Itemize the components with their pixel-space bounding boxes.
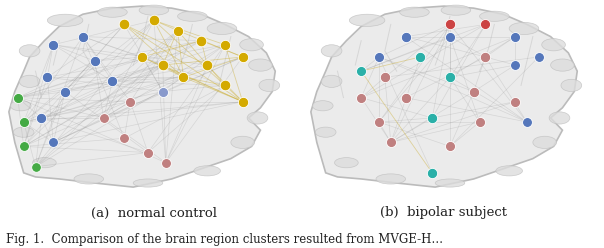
Point: [386, 140, 396, 144]
Point: [445, 144, 455, 148]
Point: [161, 161, 170, 165]
Point: [158, 90, 167, 93]
Point: [238, 55, 248, 59]
Text: Fig. 1.  Comparison of the brain region clusters resulted from MVGE-H…: Fig. 1. Comparison of the brain region c…: [6, 233, 443, 246]
Point: [220, 43, 230, 47]
Point: [126, 100, 135, 104]
Ellipse shape: [441, 5, 471, 15]
Ellipse shape: [231, 136, 254, 149]
Ellipse shape: [98, 7, 127, 17]
Point: [137, 55, 147, 59]
Point: [445, 75, 455, 79]
Point: [19, 144, 28, 148]
Polygon shape: [311, 6, 577, 187]
Ellipse shape: [496, 166, 522, 176]
Point: [380, 75, 390, 79]
Ellipse shape: [561, 79, 582, 92]
Point: [37, 116, 47, 120]
Ellipse shape: [480, 11, 509, 21]
Ellipse shape: [194, 166, 220, 176]
Ellipse shape: [349, 14, 385, 27]
Point: [120, 22, 129, 26]
Point: [220, 83, 230, 87]
Point: [475, 120, 484, 124]
Point: [428, 116, 437, 120]
Point: [469, 90, 478, 93]
Ellipse shape: [533, 136, 556, 149]
Ellipse shape: [542, 39, 565, 51]
Point: [481, 55, 490, 59]
Point: [374, 120, 384, 124]
Point: [158, 63, 167, 67]
Ellipse shape: [240, 39, 263, 51]
Point: [173, 29, 182, 32]
Point: [416, 55, 425, 59]
Point: [108, 79, 117, 83]
Point: [428, 171, 437, 175]
Point: [481, 22, 490, 26]
Ellipse shape: [312, 101, 333, 111]
Ellipse shape: [549, 112, 570, 124]
Ellipse shape: [19, 45, 40, 57]
Ellipse shape: [13, 127, 34, 137]
Point: [356, 96, 366, 100]
Point: [196, 39, 206, 43]
Ellipse shape: [376, 174, 406, 184]
Ellipse shape: [249, 59, 272, 71]
Ellipse shape: [74, 174, 104, 184]
Ellipse shape: [19, 75, 40, 88]
Point: [445, 22, 455, 26]
Ellipse shape: [400, 7, 429, 17]
Point: [179, 75, 188, 79]
Ellipse shape: [259, 79, 280, 92]
Ellipse shape: [207, 22, 237, 34]
Ellipse shape: [247, 112, 268, 124]
Point: [42, 75, 52, 79]
Point: [48, 140, 58, 144]
Point: [143, 151, 153, 155]
Point: [13, 96, 22, 100]
Point: [202, 63, 212, 67]
Point: [60, 90, 70, 93]
Ellipse shape: [321, 75, 342, 88]
Point: [445, 35, 455, 39]
Point: [120, 136, 129, 140]
Point: [401, 35, 411, 39]
Point: [98, 116, 109, 120]
Point: [510, 100, 520, 104]
Ellipse shape: [435, 179, 465, 187]
Point: [356, 69, 366, 73]
Ellipse shape: [47, 14, 83, 27]
Ellipse shape: [33, 158, 56, 168]
Text: (b)  bipolar subject: (b) bipolar subject: [381, 207, 507, 219]
Point: [534, 55, 544, 59]
Point: [31, 165, 40, 169]
Ellipse shape: [133, 179, 162, 187]
Ellipse shape: [315, 127, 336, 137]
Point: [522, 120, 532, 124]
Point: [401, 96, 411, 100]
Point: [78, 35, 88, 39]
Point: [19, 120, 28, 124]
Ellipse shape: [335, 158, 358, 168]
Ellipse shape: [509, 22, 539, 34]
Point: [374, 55, 384, 59]
Ellipse shape: [178, 11, 207, 21]
Point: [510, 35, 520, 39]
Point: [90, 59, 100, 63]
Point: [238, 100, 248, 104]
Polygon shape: [9, 6, 275, 187]
Ellipse shape: [10, 101, 31, 111]
Point: [48, 43, 58, 47]
Point: [149, 18, 159, 22]
Ellipse shape: [139, 5, 169, 15]
Text: (a)  normal control: (a) normal control: [91, 207, 217, 219]
Point: [510, 63, 520, 67]
Ellipse shape: [321, 45, 342, 57]
Ellipse shape: [551, 59, 574, 71]
